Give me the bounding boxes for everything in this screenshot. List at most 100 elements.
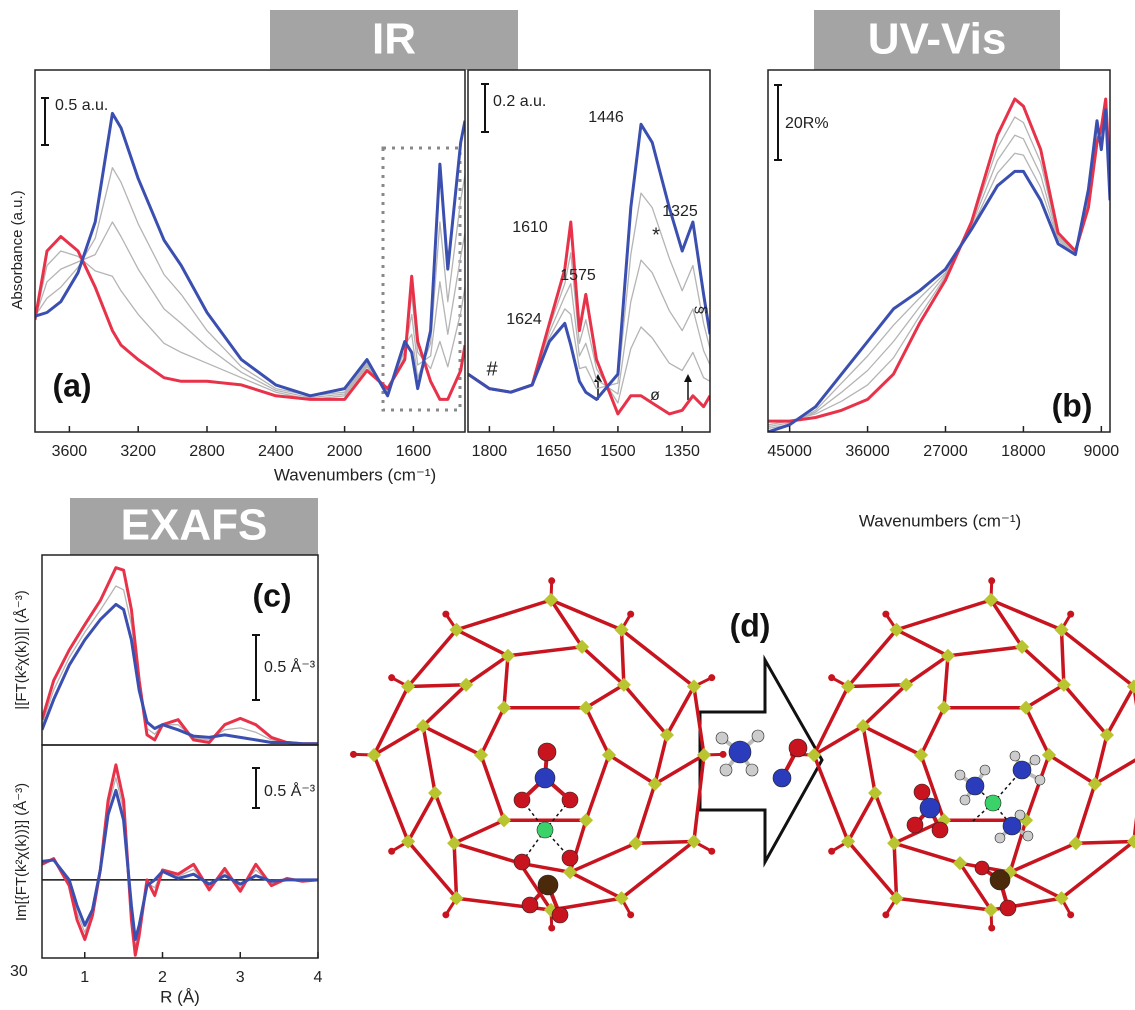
silicon — [1018, 700, 1034, 715]
bond — [958, 862, 993, 911]
silicon — [1126, 834, 1135, 849]
peak-label: * — [652, 224, 660, 246]
bond — [453, 841, 521, 865]
atom — [919, 797, 941, 819]
silicon — [1056, 677, 1071, 692]
peak-label: § — [692, 306, 709, 315]
x-tick-label: 3 — [236, 969, 245, 986]
x-axis-label: R (Å) — [160, 987, 200, 1006]
silicon — [562, 865, 578, 880]
silicon — [459, 677, 474, 692]
silicon — [841, 834, 856, 849]
silicon — [616, 677, 631, 692]
peak-label: # — [486, 358, 498, 380]
atom — [979, 764, 991, 776]
x-tick-label: 1350 — [664, 443, 700, 460]
bond — [502, 655, 510, 708]
bond — [1062, 683, 1109, 737]
bond — [1009, 870, 1063, 900]
oxygen — [988, 577, 996, 585]
bond — [619, 629, 626, 685]
atom — [728, 740, 752, 764]
oxygen — [548, 577, 556, 585]
bond — [1048, 753, 1096, 786]
bond — [406, 840, 458, 900]
oxygen — [442, 911, 450, 919]
silicon — [936, 700, 952, 715]
peak-label: 1575 — [560, 267, 596, 284]
x-tick-label: 9000 — [1084, 443, 1120, 460]
bond — [1075, 839, 1134, 845]
spectrum-line — [35, 250, 465, 401]
x-tick-label: 3200 — [120, 443, 156, 460]
axis-frame — [34, 69, 466, 433]
silicon — [1099, 727, 1114, 743]
plot-area — [468, 122, 710, 416]
bond — [373, 724, 424, 757]
silicon — [628, 836, 643, 851]
scale-label: 0.5 a.u. — [55, 97, 108, 114]
x-tick-label: 2000 — [327, 443, 363, 460]
bond — [846, 628, 898, 688]
x-tick-label: 3600 — [52, 443, 88, 460]
bond — [861, 683, 908, 728]
silicon — [686, 834, 701, 849]
silicon — [578, 813, 594, 828]
silicon — [806, 747, 822, 763]
atom — [999, 899, 1017, 917]
x-tick-label: 2 — [158, 969, 167, 986]
atom — [954, 769, 966, 781]
arrow-head — [684, 374, 692, 382]
bond — [1008, 819, 1028, 873]
y-axis-label: |[FT(k²χ(k))]| (Å⁻³) — [13, 590, 30, 709]
bond — [455, 598, 552, 632]
silicon — [940, 648, 956, 663]
oxygen — [1067, 911, 1075, 919]
header-box — [70, 498, 318, 555]
atom — [751, 729, 765, 743]
atom — [1029, 754, 1041, 766]
bond — [812, 685, 850, 756]
bond — [1059, 629, 1066, 685]
bond — [408, 683, 467, 689]
peak-label: ø — [650, 387, 660, 404]
bond — [372, 685, 410, 756]
x-tick-label: 1500 — [600, 443, 636, 460]
atom — [1002, 816, 1022, 836]
oxygen — [828, 674, 836, 682]
bond — [608, 753, 656, 786]
x-tick-label: 2800 — [189, 443, 225, 460]
scale-label: 0.5 Å⁻³ — [264, 781, 316, 800]
scale-label: 0.5 Å⁻³ — [264, 657, 316, 676]
bond — [453, 818, 505, 845]
silicon — [1087, 776, 1102, 792]
atom — [965, 776, 985, 796]
bond — [421, 683, 468, 728]
bond — [942, 655, 950, 708]
atom — [906, 816, 924, 834]
oxygen — [719, 750, 727, 758]
atom — [772, 768, 792, 788]
header-box — [270, 10, 518, 70]
silicon — [889, 891, 904, 906]
oxygen — [548, 924, 556, 932]
bond — [1009, 841, 1077, 874]
oxygen — [388, 674, 396, 682]
bond — [1024, 754, 1051, 821]
bond — [507, 645, 583, 658]
scale-label: 20R% — [785, 115, 829, 132]
bond — [518, 862, 553, 911]
bond — [1025, 683, 1065, 710]
silicon — [686, 679, 701, 694]
silicon — [647, 776, 662, 792]
bond — [1094, 758, 1135, 786]
atom — [1009, 750, 1021, 762]
bond — [455, 628, 509, 658]
silicon — [496, 813, 512, 828]
y-axis-label: Absorbance (a.u.) — [9, 190, 26, 309]
bond — [905, 654, 949, 687]
x-tick-label: 1 — [80, 969, 89, 986]
x-tick-label: 18000 — [1001, 443, 1046, 460]
oxygen — [988, 924, 996, 932]
